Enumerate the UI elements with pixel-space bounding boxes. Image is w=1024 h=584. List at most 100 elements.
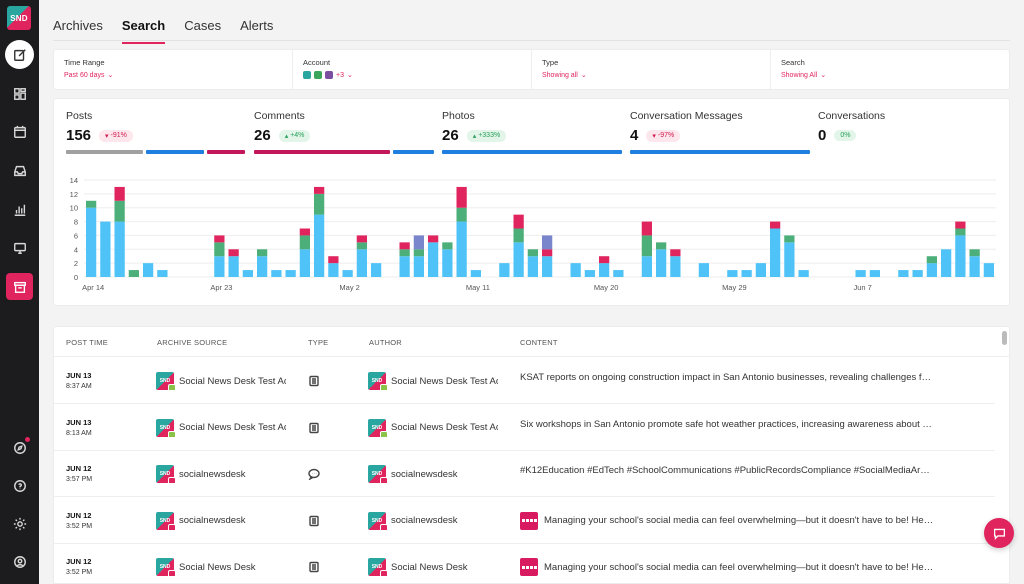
table-row[interactable]: JUN 12 3:57 PM SND socialnewsdesk SND socialn… <box>54 451 995 497</box>
sidebar-item-dashboard[interactable] <box>6 80 33 107</box>
sidebar-item-settings[interactable] <box>6 510 33 537</box>
bar-segment <box>983 263 995 277</box>
author-name: Social News Desk Test Account <box>391 422 498 433</box>
bar-segment <box>271 270 282 277</box>
post-time: 3:57 PM <box>66 476 93 483</box>
app-logo[interactable]: SND <box>7 6 31 30</box>
sidebar-item-archive[interactable] <box>6 273 33 300</box>
tab-search[interactable]: Search <box>121 18 166 44</box>
content-text: Six workshops in San Antonio promote saf… <box>520 418 934 430</box>
author-cell[interactable]: SND socialnewsdesk <box>368 511 498 530</box>
bar-segment <box>926 263 938 277</box>
bar-segment <box>85 200 97 208</box>
network-badge-icon <box>168 430 176 437</box>
dashboard-icon <box>13 87 26 100</box>
filter-value[interactable]: +3 ⌄ <box>303 71 521 79</box>
table-row[interactable]: JUN 12 3:52 PM SND Social News Desk SND Socia… <box>54 544 995 583</box>
sidebar-item-explore[interactable] <box>6 434 33 461</box>
chevron-down-icon: ⌄ <box>580 72 587 79</box>
content-cell[interactable]: #K12Education #EdTech #SchoolCommunicati… <box>520 465 934 476</box>
breakdown-segment <box>207 150 245 154</box>
filter-time-range[interactable]: Time Range Past 60 days ⌄ <box>54 50 293 89</box>
x-tick-label: May 29 <box>722 283 747 292</box>
filter-value[interactable]: Showing All ⌄ <box>781 71 999 80</box>
column-header-archive-source[interactable]: ARCHIVE SOURCE <box>157 338 228 347</box>
author-cell[interactable]: SND socialnewsdesk <box>368 465 498 483</box>
chat-button[interactable] <box>984 518 1014 548</box>
calendar-icon <box>13 125 26 138</box>
bar-segment <box>641 235 653 257</box>
bar-segment <box>413 249 425 257</box>
archive-source-cell[interactable]: SND Social News Desk <box>156 558 286 576</box>
sidebar-item-broadcast[interactable] <box>6 234 33 261</box>
table-row[interactable]: JUN 12 3:52 PM SND socialnewsdesk SND socialn… <box>54 498 995 544</box>
content-cell[interactable]: Managing your school's social media can … <box>520 511 934 530</box>
sidebar-item-profile[interactable] <box>6 548 33 575</box>
stat-posts[interactable]: Posts 156 ▾ -91% <box>66 110 133 144</box>
network-badge-icon <box>380 477 388 483</box>
content-cell[interactable]: Six workshops in San Antonio promote saf… <box>520 419 934 430</box>
column-header-content[interactable]: CONTENT <box>520 338 558 347</box>
comments-breakdown-bar <box>254 150 434 154</box>
filter-search[interactable]: Search Showing All ⌄ <box>771 50 1009 89</box>
author-name: socialnewsdesk <box>391 468 458 480</box>
change-badge: ▴ +333% <box>466 129 507 142</box>
bar-segment <box>100 221 111 277</box>
change-text: +4% <box>290 132 305 139</box>
table-header: POST TIME ARCHIVE SOURCE TYPE AUTHOR CON… <box>54 327 1009 357</box>
bar-segment <box>299 228 311 236</box>
stat-conversation-messages[interactable]: Conversation Messages 4 ▾ -97% <box>630 110 743 144</box>
filter-account[interactable]: Account +3 ⌄ <box>293 50 532 89</box>
column-header-type[interactable]: TYPE <box>308 338 329 347</box>
column-header-post-time[interactable]: POST TIME <box>66 338 108 347</box>
breakdown-segment <box>393 150 434 154</box>
source-name: socialnewsdesk <box>179 515 246 526</box>
stat-value: 0 <box>818 127 827 144</box>
bar-segment <box>670 256 681 277</box>
bar-segment <box>157 270 168 277</box>
content-cell[interactable]: Managing your school's social media can … <box>520 558 934 576</box>
archive-source-cell[interactable]: SND socialnewsdesk <box>156 465 286 483</box>
sidebar-item-help[interactable] <box>6 472 33 499</box>
account-avatar <box>303 71 311 79</box>
bar-segment <box>427 242 439 277</box>
tab-cases[interactable]: Cases <box>184 18 222 33</box>
x-tick-label: May 2 <box>339 283 359 292</box>
bar-segment <box>214 256 225 277</box>
author-avatar: SND <box>368 372 388 390</box>
stat-label: Posts <box>66 110 93 122</box>
column-header-author[interactable]: AUTHOR <box>369 338 402 347</box>
stat-value: 26 <box>254 127 271 144</box>
content-text: Managing your school's social media can … <box>544 515 934 526</box>
archive-source-cell[interactable]: SND socialnewsdesk <box>156 511 286 530</box>
filter-value[interactable]: Past 60 days ⌄ <box>64 71 282 80</box>
tab-alerts[interactable]: Alerts <box>240 18 274 33</box>
source-avatar: SND <box>156 465 176 483</box>
stat-comments[interactable]: Comments 26 ▴ +4% <box>254 110 311 144</box>
filter-label: Time Range <box>64 58 105 67</box>
content-text: KSAT reports on ongoing construction imp… <box>520 372 934 383</box>
type-cell <box>308 467 320 485</box>
stat-photos[interactable]: Photos 26 ▴ +333% <box>442 110 507 144</box>
stat-conversations[interactable]: Conversations 0 0% <box>818 110 885 144</box>
sidebar-item-inbox[interactable] <box>6 157 33 184</box>
author-name: socialnewsdesk <box>391 515 458 526</box>
author-cell[interactable]: SND Social News Desk <box>368 558 498 576</box>
sidebar-item-calendar[interactable] <box>6 118 33 145</box>
filter-value[interactable]: Showing all ⌄ <box>542 71 760 80</box>
bar-segment <box>513 228 524 243</box>
filter-type[interactable]: Type Showing all ⌄ <box>532 50 771 89</box>
compose-button[interactable] <box>5 40 34 69</box>
bar-segment <box>855 270 866 277</box>
tab-archives[interactable]: Archives <box>53 18 103 33</box>
tab-bar: Archives Search Cases Alerts <box>53 18 273 44</box>
content-cell[interactable]: KSAT reports on ongoing construction imp… <box>520 372 934 383</box>
table-scrollbar[interactable] <box>1002 331 1007 345</box>
sidebar-item-analytics[interactable] <box>6 196 33 223</box>
